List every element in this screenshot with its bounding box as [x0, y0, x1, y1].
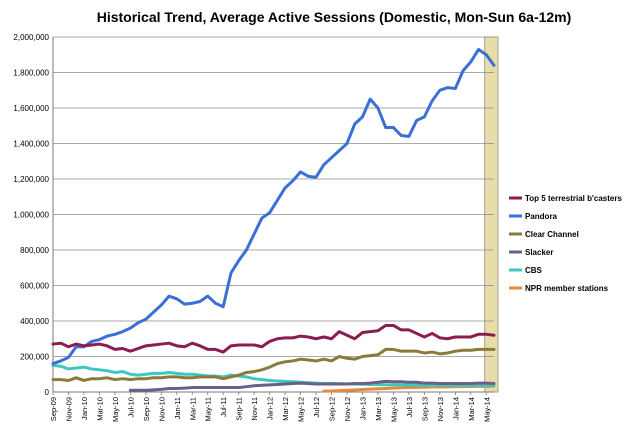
legend: Top 5 terrestrial b'casters Pandora Clear … — [509, 194, 622, 293]
y-tick-label: 1,800,000 — [13, 69, 49, 78]
x-tick-label: May-12 — [297, 397, 306, 422]
x-tick-label: Mar-14 — [467, 397, 476, 421]
x-tick-label: Jan-14 — [451, 397, 460, 420]
x-tick-label: Mar-12 — [281, 397, 290, 421]
x-tick-label: Sep-12 — [328, 397, 337, 421]
y-tick-label: 400,000 — [20, 317, 49, 326]
series-line-clear-channel — [51, 347, 496, 382]
y-tick-label: 1,600,000 — [13, 104, 49, 113]
x-tick-label: Mar-10 — [95, 397, 104, 421]
x-tick-label: Jan-13 — [358, 397, 367, 420]
x-tick-label: Nov-09 — [64, 397, 73, 421]
series-line-pandora — [51, 47, 496, 366]
x-tick-label: May-13 — [389, 397, 398, 422]
y-tick-label: 600,000 — [20, 282, 49, 291]
x-tick-label: Jul-13 — [405, 397, 414, 417]
x-tick-label: Mar-13 — [374, 397, 383, 421]
x-tick-label: Mar-11 — [188, 397, 197, 420]
series-line-slacker — [128, 379, 496, 392]
y-tick-label: 1,000,000 — [13, 211, 49, 220]
x-tick-label: Sep-13 — [420, 397, 429, 421]
chart-title: Historical Trend, Average Active Session… — [97, 9, 572, 25]
y-tick-label: 1,200,000 — [13, 175, 49, 184]
series-line-cbs — [51, 363, 496, 388]
x-tick-label: Sep-11 — [235, 397, 244, 421]
x-tick-label: Sep-10 — [142, 397, 151, 421]
x-tick-label: Nov-12 — [343, 397, 352, 421]
legend-label: Top 5 terrestrial b'casters — [525, 194, 622, 203]
x-tick-label: Nov-11 — [250, 397, 259, 421]
y-tick-label: 0 — [45, 388, 50, 397]
x-tick-label: Nov-13 — [436, 397, 445, 421]
x-tick-label: Sep-09 — [49, 397, 58, 421]
legend-label: Clear Channel — [525, 230, 579, 239]
series-line-top-5-terrestrial-b-casters — [51, 323, 496, 354]
x-tick-label: May-14 — [482, 397, 491, 422]
y-tick-label: 800,000 — [20, 246, 49, 255]
x-tick-label: Nov-10 — [157, 397, 166, 421]
x-tick-label: May-11 — [204, 397, 213, 421]
x-tick-label: Jan-12 — [266, 397, 275, 420]
x-tick-label: Jan-10 — [80, 397, 89, 420]
legend-label: CBS — [525, 266, 543, 275]
x-tick-label: Jul-12 — [312, 397, 321, 417]
legend-label: Pandora — [525, 212, 558, 221]
x-tick-label: May-10 — [111, 397, 120, 422]
y-tick-label: 200,000 — [20, 353, 49, 362]
legend-label: NPR member stations — [525, 284, 609, 293]
legend-label: Slacker — [525, 248, 553, 257]
x-tick-label: Jul-11 — [219, 397, 228, 417]
x-tick-label: Jul-10 — [126, 397, 135, 417]
y-tick-label: 2,000,000 — [13, 33, 49, 42]
x-tick-label: Jan-11 — [173, 397, 182, 419]
plot-area: 0 200,000 400,000 600,000 800,000 1,000,000 1,… — [13, 33, 499, 422]
y-tick-label: 1,400,000 — [13, 140, 49, 149]
